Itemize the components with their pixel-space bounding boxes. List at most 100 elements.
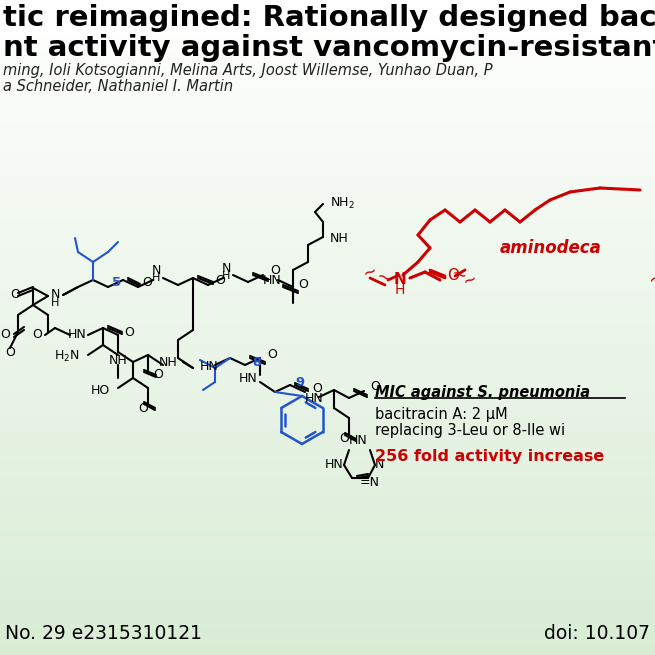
- Bar: [0, 169, 655, 172]
- Bar: [0, 460, 655, 463]
- Bar: [0, 481, 655, 485]
- Bar: [0, 285, 655, 288]
- Bar: [0, 501, 655, 504]
- Bar: [0, 647, 655, 650]
- Bar: [0, 248, 655, 251]
- Bar: [0, 466, 655, 470]
- Bar: [0, 14, 655, 18]
- Bar: [0, 123, 655, 126]
- Bar: [0, 381, 655, 384]
- Text: N: N: [151, 265, 160, 278]
- Bar: [0, 311, 655, 314]
- Bar: [0, 231, 655, 234]
- Bar: [0, 182, 655, 185]
- Bar: [0, 36, 655, 39]
- Bar: [0, 624, 655, 627]
- Text: O: O: [370, 381, 380, 394]
- Bar: [0, 516, 655, 519]
- Bar: [0, 263, 655, 267]
- Bar: [0, 582, 655, 585]
- Bar: [0, 641, 655, 644]
- Bar: [0, 252, 655, 255]
- Bar: [0, 303, 655, 306]
- Bar: [0, 38, 655, 41]
- Bar: [0, 626, 655, 629]
- Bar: [0, 309, 655, 312]
- Bar: [0, 488, 655, 491]
- Bar: [0, 90, 655, 94]
- Bar: [0, 429, 655, 432]
- Text: ming, Ioli Kotsogianni, Melina Arts, Joost Willemse, Yunhao Duan, P: ming, Ioli Kotsogianni, Melina Arts, Joo…: [3, 63, 493, 78]
- Bar: [0, 21, 655, 24]
- Bar: [0, 165, 655, 168]
- Text: 256 fold activity increase: 256 fold activity increase: [375, 449, 605, 464]
- Bar: [0, 82, 655, 85]
- Bar: [0, 29, 655, 33]
- Bar: [0, 627, 655, 631]
- Bar: [0, 335, 655, 339]
- Bar: [0, 359, 655, 362]
- Bar: [0, 193, 655, 196]
- Bar: [0, 261, 655, 264]
- Bar: [0, 493, 655, 496]
- Text: 8: 8: [252, 356, 261, 369]
- Bar: [0, 95, 655, 98]
- Bar: [0, 601, 655, 605]
- Bar: [0, 10, 655, 13]
- Bar: [0, 60, 655, 64]
- Bar: [0, 444, 655, 447]
- Bar: [0, 453, 655, 457]
- Bar: [0, 479, 655, 483]
- Bar: [0, 25, 655, 28]
- Bar: [0, 569, 655, 572]
- Bar: [0, 475, 655, 478]
- Bar: [0, 490, 655, 493]
- Bar: [0, 31, 655, 35]
- Bar: [0, 385, 655, 388]
- Bar: [0, 580, 655, 583]
- Bar: [0, 442, 655, 445]
- Bar: [0, 276, 655, 280]
- Bar: [0, 234, 655, 238]
- Bar: [0, 567, 655, 570]
- Bar: [0, 555, 655, 559]
- Bar: [0, 451, 655, 454]
- Bar: [0, 486, 655, 489]
- Bar: [0, 73, 655, 77]
- Bar: [0, 71, 655, 74]
- Bar: [0, 18, 655, 22]
- Bar: [0, 58, 655, 61]
- Bar: [0, 424, 655, 428]
- Bar: [0, 608, 655, 611]
- Bar: [0, 597, 655, 601]
- Bar: [0, 508, 655, 511]
- Bar: [0, 195, 655, 198]
- Bar: [0, 80, 655, 83]
- Text: HN: HN: [349, 434, 367, 447]
- Bar: [0, 637, 655, 640]
- Bar: [0, 290, 655, 293]
- Bar: [0, 213, 655, 216]
- Bar: [0, 298, 655, 301]
- Text: No. 29 e2315310121: No. 29 e2315310121: [5, 624, 202, 643]
- Bar: [0, 527, 655, 531]
- Bar: [0, 547, 655, 550]
- Bar: [0, 630, 655, 633]
- Bar: [0, 405, 655, 408]
- Text: ~: ~: [360, 261, 380, 283]
- Bar: [0, 159, 655, 162]
- Bar: [0, 455, 655, 458]
- Bar: [0, 1, 655, 5]
- Bar: [0, 274, 655, 277]
- Bar: [0, 54, 655, 57]
- Text: O: O: [0, 329, 10, 341]
- Bar: [0, 121, 655, 124]
- Text: O: O: [138, 402, 148, 415]
- Bar: [0, 418, 655, 421]
- Bar: [0, 265, 655, 269]
- Bar: [0, 512, 655, 515]
- Bar: [0, 187, 655, 190]
- Bar: [0, 23, 655, 26]
- Bar: [0, 536, 655, 539]
- Bar: [0, 407, 655, 411]
